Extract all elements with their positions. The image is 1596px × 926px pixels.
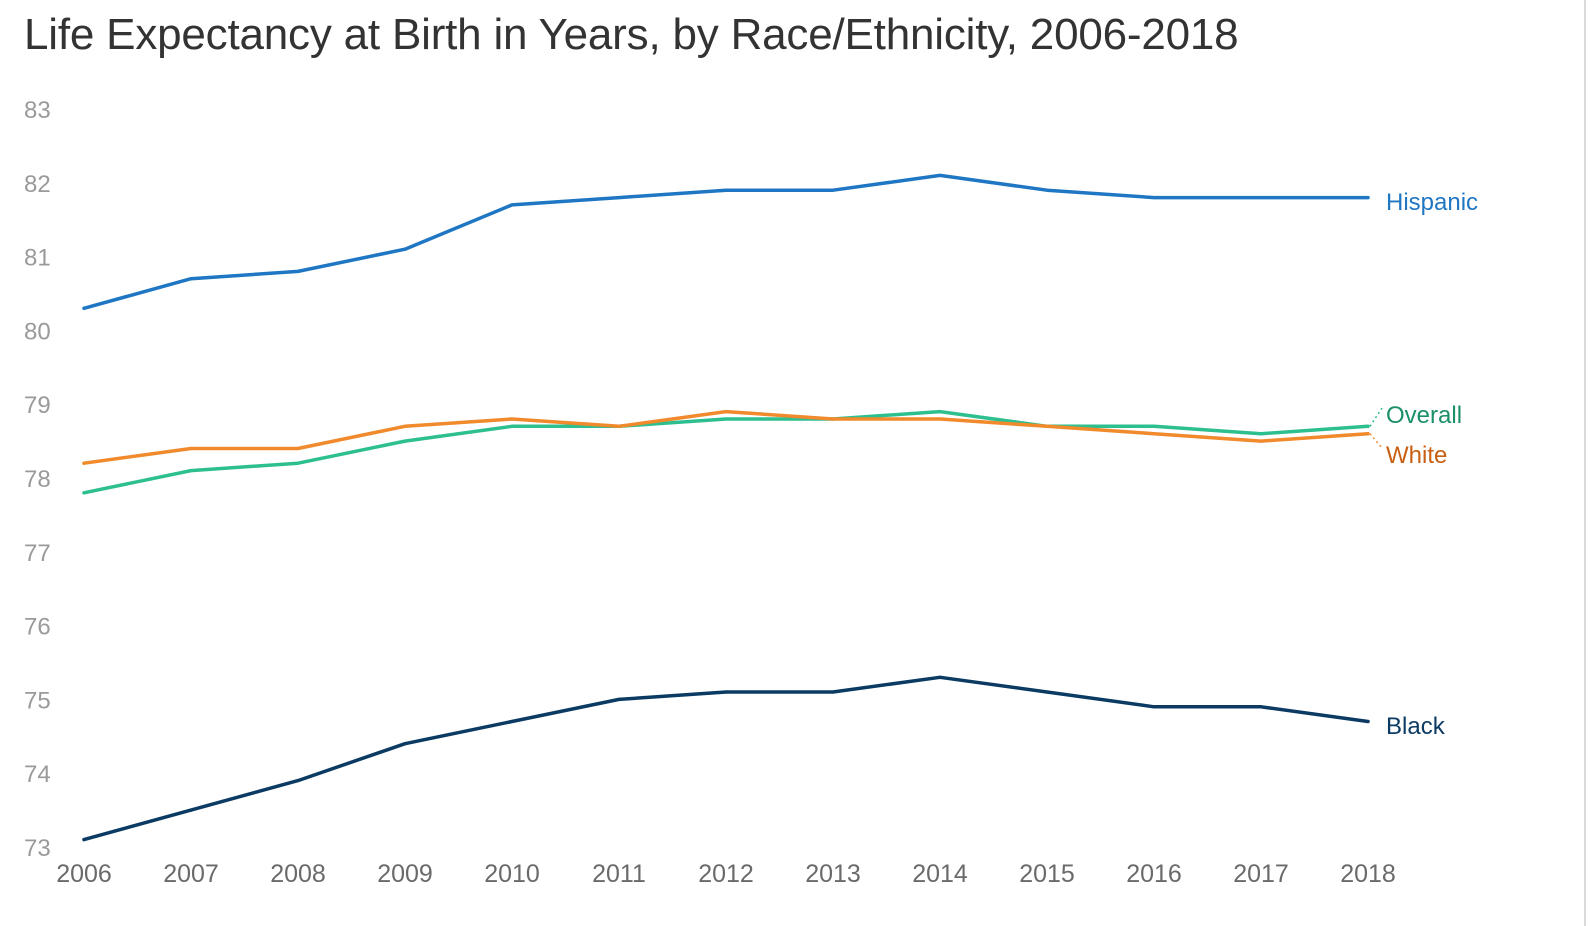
data-point-black bbox=[189, 808, 193, 812]
data-point-white bbox=[724, 409, 728, 414]
series-label-hispanic: Hispanic bbox=[1386, 189, 1478, 216]
y-tick-label: 73 bbox=[24, 835, 51, 862]
x-tick-label: 2015 bbox=[1019, 860, 1075, 888]
chart-title: Life Expectancy at Birth in Years, by Ra… bbox=[24, 10, 1239, 59]
data-point-black bbox=[1152, 705, 1156, 709]
y-tick-label: 80 bbox=[24, 318, 51, 345]
data-point-hispanic bbox=[1366, 195, 1370, 200]
x-tick-label: 2014 bbox=[912, 860, 968, 888]
data-point-black bbox=[617, 697, 621, 702]
data-point-black bbox=[1366, 719, 1370, 724]
data-point-overall bbox=[510, 424, 514, 428]
data-point-black bbox=[510, 719, 514, 724]
series-line-black bbox=[82, 675, 1370, 842]
y-tick-label: 81 bbox=[24, 245, 51, 272]
data-point-white bbox=[938, 417, 942, 421]
data-point-black bbox=[403, 742, 407, 746]
data-point-hispanic bbox=[1152, 195, 1156, 200]
data-point-hispanic bbox=[938, 173, 942, 178]
data-point-black bbox=[831, 690, 835, 694]
data-point-overall bbox=[1366, 424, 1370, 428]
data-point-white bbox=[1045, 424, 1049, 428]
data-point-black bbox=[938, 675, 942, 679]
series-label-black: Black bbox=[1386, 713, 1446, 740]
data-point-overall bbox=[724, 417, 728, 421]
x-tick-label: 2012 bbox=[698, 860, 754, 888]
data-point-white bbox=[617, 424, 621, 428]
data-point-hispanic bbox=[831, 188, 835, 192]
data-point-black bbox=[1045, 690, 1049, 694]
y-tick-label: 76 bbox=[24, 614, 51, 641]
data-point-white bbox=[296, 446, 300, 451]
label-leader-white bbox=[1369, 433, 1383, 449]
data-point-white bbox=[510, 417, 514, 421]
y-tick-label: 83 bbox=[24, 97, 51, 124]
data-point-white bbox=[1152, 432, 1156, 436]
y-tick-label: 79 bbox=[24, 392, 51, 419]
data-point-overall bbox=[938, 409, 942, 414]
data-point-black bbox=[724, 690, 728, 694]
x-tick-label: 2010 bbox=[484, 860, 540, 888]
data-point-hispanic bbox=[617, 195, 621, 200]
series-line-hispanic bbox=[82, 173, 1370, 311]
data-point-hispanic bbox=[1045, 188, 1049, 192]
data-point-overall bbox=[189, 469, 193, 473]
x-tick-label: 2007 bbox=[163, 860, 219, 888]
series-label-overall: Overall bbox=[1386, 402, 1462, 429]
data-point-white bbox=[831, 417, 835, 421]
data-point-black bbox=[296, 778, 300, 783]
y-tick-label: 78 bbox=[24, 466, 51, 493]
data-point-hispanic bbox=[82, 306, 86, 310]
data-point-hispanic bbox=[1259, 195, 1263, 200]
x-tick-label: 2006 bbox=[56, 860, 112, 888]
x-tick-label: 2018 bbox=[1340, 860, 1396, 888]
data-point-overall bbox=[82, 491, 86, 495]
data-point-black bbox=[1259, 705, 1263, 709]
data-point-hispanic bbox=[724, 188, 728, 192]
data-point-overall bbox=[1152, 424, 1156, 428]
data-point-white bbox=[1366, 432, 1370, 436]
data-point-overall bbox=[296, 461, 300, 465]
series-label-white: White bbox=[1386, 442, 1447, 469]
series-line-overall bbox=[82, 409, 1370, 495]
x-tick-label: 2013 bbox=[805, 860, 861, 888]
y-tick-label: 75 bbox=[24, 687, 51, 714]
data-point-hispanic bbox=[510, 203, 514, 207]
y-tick-label: 77 bbox=[24, 540, 51, 567]
data-point-hispanic bbox=[189, 277, 193, 281]
data-point-white bbox=[1259, 439, 1263, 443]
data-point-overall bbox=[1259, 432, 1263, 436]
x-tick-label: 2011 bbox=[592, 860, 646, 888]
x-tick-label: 2008 bbox=[270, 860, 326, 888]
x-tick-label: 2017 bbox=[1233, 860, 1289, 888]
y-tick-label: 74 bbox=[24, 761, 51, 788]
x-tick-label: 2009 bbox=[377, 860, 433, 888]
data-point-white bbox=[82, 461, 86, 465]
data-point-black bbox=[82, 838, 86, 842]
x-tick-label: 2016 bbox=[1126, 860, 1182, 888]
y-tick-label: 82 bbox=[24, 171, 51, 198]
data-point-white bbox=[403, 424, 407, 428]
data-point-white bbox=[189, 446, 193, 451]
data-point-hispanic bbox=[296, 269, 300, 273]
label-leader-overall bbox=[1369, 407, 1383, 427]
data-point-hispanic bbox=[403, 247, 407, 251]
data-point-overall bbox=[403, 439, 407, 443]
right-border bbox=[1584, 0, 1586, 926]
